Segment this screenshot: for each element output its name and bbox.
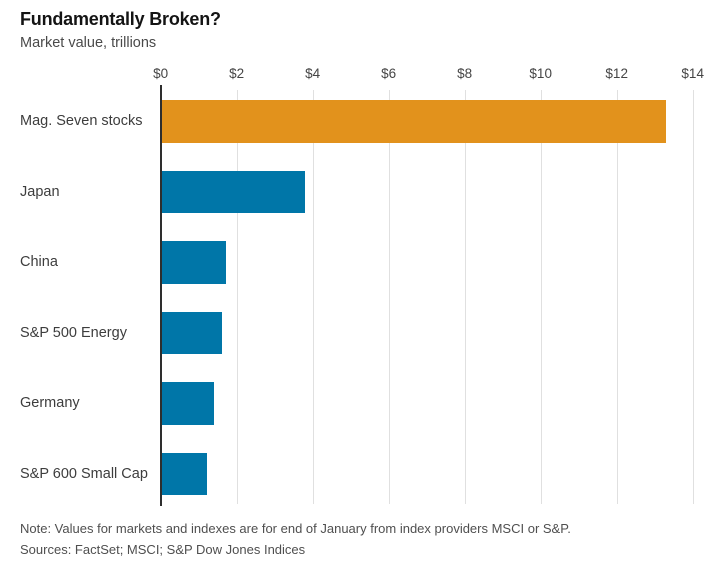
x-axis-tick-label: $2: [229, 66, 245, 81]
x-axis-tick-label: $8: [457, 66, 473, 81]
category-label: S&P 500 Energy: [20, 324, 127, 341]
x-axis-tick-label: $14: [681, 66, 704, 81]
gridline: [464, 90, 466, 504]
gridline: [312, 90, 314, 504]
bar: [161, 100, 667, 143]
bar: [161, 241, 226, 284]
y-axis-line: [160, 85, 162, 506]
x-axis-tick-label: $4: [305, 66, 321, 81]
category-label: Germany: [20, 395, 80, 412]
chart-subtitle: Market value, trillions: [20, 35, 157, 51]
x-axis-tick-label: $10: [529, 66, 552, 81]
category-label: Japan: [20, 183, 60, 200]
x-axis-tick-label: $0: [153, 66, 169, 81]
bar: [161, 452, 207, 495]
bar: [161, 382, 215, 425]
category-label: S&P 600 Small Cap: [20, 465, 148, 482]
sources-text: Sources: FactSet; MSCI; S&P Dow Jones In…: [20, 542, 306, 557]
note-text: Note: Values for markets and indexes are…: [20, 521, 571, 536]
gridline: [540, 90, 542, 504]
category-label: Mag. Seven stocks: [20, 113, 143, 130]
gridline: [692, 90, 694, 504]
bar: [161, 170, 306, 213]
bar: [161, 311, 222, 354]
gridline: [236, 90, 238, 504]
x-axis-tick-label: $6: [381, 66, 397, 81]
x-axis-tick-label: $12: [605, 66, 628, 81]
gridline: [388, 90, 390, 504]
gridline: [616, 90, 618, 504]
chart-title: Fundamentally Broken?: [20, 9, 221, 29]
category-label: China: [20, 254, 58, 271]
